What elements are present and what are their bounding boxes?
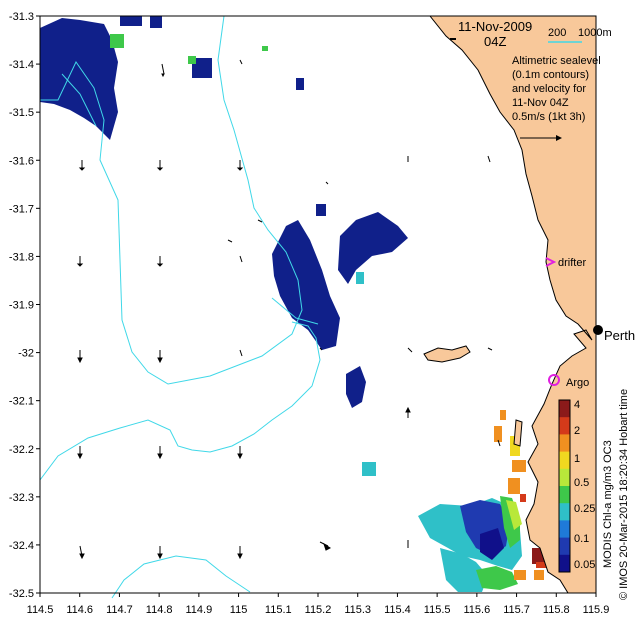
colorbar-segment	[559, 486, 570, 504]
legend-line-1: Altimetric sealevel	[512, 55, 601, 67]
scalebar-label-200: 200	[548, 27, 566, 39]
colorbar-label: 4	[574, 399, 580, 411]
x-tick-label: 114.8	[146, 604, 173, 616]
perth-marker	[593, 325, 603, 335]
chlorophyll-patch-north	[40, 16, 304, 140]
perth-label: Perth	[604, 328, 635, 343]
y-tick-label: -32	[18, 348, 34, 360]
scalebar-label-1000: 1000m	[578, 27, 612, 39]
y-axis: -31.3 -31.4 -31.5 -31.6 -31.7 -31.8 -31.9 -32 -3…	[9, 11, 40, 600]
x-tick-label: 115.1	[265, 604, 292, 616]
chl-colorbar	[558, 399, 571, 573]
colorbar-label: 0.05	[574, 559, 595, 571]
legend-line-2: (0.1m contours)	[512, 69, 589, 81]
colorbar-label: 0.1	[574, 533, 589, 545]
chlorophyll-patch-central	[272, 204, 408, 408]
x-tick-label: 114.5	[27, 604, 54, 616]
x-tick-label: 115.4	[384, 604, 411, 616]
isobath-contours	[39, 15, 321, 599]
colorbar-segment	[559, 503, 570, 521]
x-tick-label: 115.7	[503, 604, 530, 616]
colorbar-segment	[559, 400, 570, 418]
legend-line-3: and velocity for	[512, 83, 586, 95]
credit-stamp: © IMOS 20-Mar-2015 18:20:34 Hobart time	[618, 389, 630, 600]
colorbar-labels: 4 2 1 0.5 0.25 0.1 0.05	[574, 399, 595, 571]
legend-line-4: 11-Nov 04Z	[512, 97, 569, 109]
colorbar-label: 0.5	[574, 477, 589, 489]
colorbar-label: 0.25	[574, 503, 595, 515]
rottnest-island	[423, 345, 471, 363]
colorbar-segment	[559, 537, 570, 556]
y-tick-label: -31.6	[9, 155, 34, 167]
colorbar-label: 1	[574, 453, 580, 465]
x-tick-label: 115.8	[543, 604, 570, 616]
colorbar-frame	[558, 399, 571, 573]
velocity-arrows	[76, 59, 501, 560]
y-tick-label: -32.3	[9, 492, 34, 504]
x-tick-label: 115.9	[583, 604, 610, 616]
y-tick-label: -32.2	[9, 444, 34, 456]
colorbar-segment	[559, 434, 570, 453]
colorbar-segment	[559, 417, 570, 435]
legend-line-5: 0.5m/s (1kt 3h)	[512, 111, 585, 123]
x-tick-label: 115.3	[344, 604, 371, 616]
x-tick-label: 115.5	[424, 604, 451, 616]
chlorophyll-patch-south	[418, 496, 522, 592]
reference-arrow	[520, 135, 562, 141]
y-tick-label: -31.7	[9, 203, 34, 215]
y-tick-label: -31.3	[9, 11, 34, 23]
x-axis: 114.5 114.6 114.7 114.8 114.9 115 115.1 115.2 11…	[27, 593, 610, 616]
argo-marker	[548, 374, 560, 386]
drifter-label: drifter	[558, 257, 586, 269]
map-date: 11-Nov-2009	[458, 19, 532, 34]
x-tick-label: 115.2	[305, 604, 332, 616]
y-tick-label: -31.8	[9, 251, 34, 263]
x-tick-label: 115.6	[463, 604, 490, 616]
y-tick-label: -32.5	[9, 588, 34, 600]
x-tick-label: 114.9	[185, 604, 212, 616]
x-tick-label: 114.6	[66, 604, 93, 616]
drifter-marker	[545, 257, 557, 267]
y-tick-label: -31.4	[9, 59, 34, 71]
y-tick-label: -32.1	[9, 396, 34, 408]
garden-island	[513, 419, 523, 447]
x-tick-label: 115	[230, 604, 248, 616]
colorbar-segment	[559, 520, 570, 539]
colorbar-segment	[559, 451, 570, 470]
colorbar-segment	[559, 554, 570, 573]
colorbar-label: 2	[574, 425, 580, 437]
chlorophyll-patch-green-dots	[110, 34, 268, 64]
y-tick-label: -31.9	[9, 300, 34, 312]
land-mass	[428, 15, 597, 594]
argo-label: Argo	[566, 377, 589, 389]
y-tick-label: -31.5	[9, 107, 34, 119]
credit-product: MODIS Chl-a mg/m3 OC3	[602, 440, 614, 568]
x-tick-label: 114.7	[106, 604, 133, 616]
chlorophyll-patch-central-cyan	[356, 272, 376, 476]
map-time: 04Z	[484, 34, 506, 49]
colorbar-segment	[559, 468, 570, 487]
y-tick-label: -32.4	[9, 540, 34, 552]
scale-tick	[450, 38, 456, 40]
